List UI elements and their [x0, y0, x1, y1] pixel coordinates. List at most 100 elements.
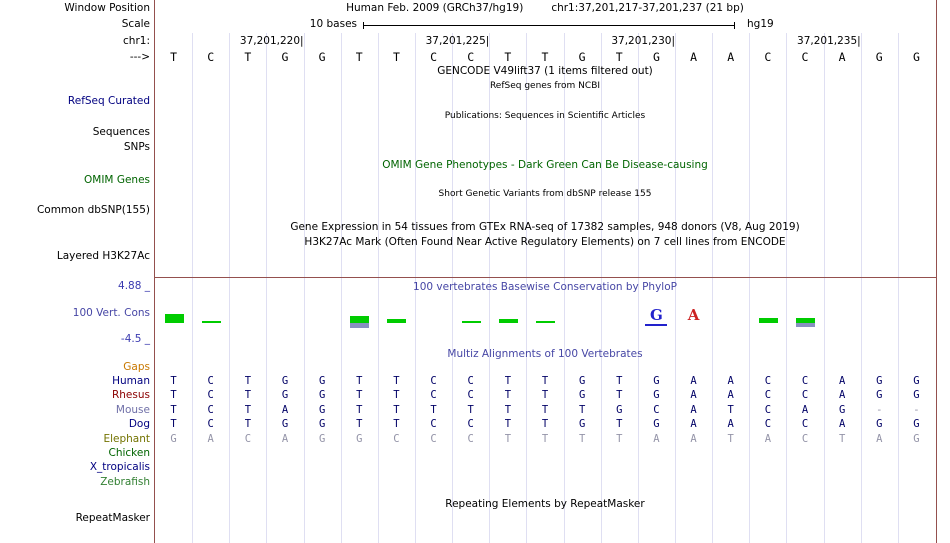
track-title-refseq[interactable]: RefSeq genes from NCBI	[489, 81, 601, 91]
alignment-base: A	[690, 432, 697, 445]
track-label-snps[interactable]: SNPs	[123, 141, 150, 153]
column-guide-line	[340, 33, 342, 543]
reference-base: A	[838, 50, 846, 64]
column-guide-line	[266, 33, 268, 543]
species-label-dog[interactable]: Dog	[128, 418, 150, 431]
reference-base: C	[207, 50, 215, 64]
position-range-text: chr1:37,201,217-37,201,237 (21 bp)	[551, 2, 744, 14]
alignment-base: T	[356, 403, 363, 416]
reference-base: G	[912, 50, 920, 64]
track-title-gencode[interactable]: GENCODE V49lift37 (1 items filtered out)	[437, 65, 653, 77]
reference-base: C	[801, 50, 809, 64]
conservation-letter: A	[687, 306, 700, 324]
alignment-base: C	[244, 432, 252, 445]
track-label-common-dbsnp[interactable]: Common dbSNP(155)	[36, 204, 150, 216]
track-title-repeatmasker[interactable]: Repeating Elements by RepeatMasker	[445, 498, 645, 510]
alignment-base: A	[801, 403, 809, 416]
alignment-base: T	[838, 432, 846, 445]
track-title-publications[interactable]: Publications: Sequences in Scientific Ar…	[444, 111, 646, 121]
conservation-bar	[461, 321, 481, 323]
conservation-max-value: 4.88 _	[118, 280, 150, 292]
alignment-base: A	[690, 403, 697, 416]
column-guide-line	[860, 33, 862, 543]
alignment-base: G	[578, 418, 586, 431]
track-title-omim[interactable]: OMIM Gene Phenotypes - Dark Green Can Be…	[382, 159, 708, 171]
track-title-h3k27ac[interactable]: H3K27Ac Mark (Often Found Near Active Re…	[304, 236, 786, 248]
alignment-base: T	[244, 375, 252, 387]
reference-base: T	[170, 50, 178, 64]
column-guide-line	[377, 33, 379, 543]
reference-base: T	[504, 50, 512, 64]
species-label-elephant[interactable]: Elephant	[103, 432, 150, 445]
ruler-tick-label: 37,201,225|	[425, 35, 490, 47]
track-title-dbsnp[interactable]: Short Genetic Variants from dbSNP releas…	[438, 189, 652, 199]
conservation-letter: G	[645, 308, 668, 326]
track-title-gtex[interactable]: Gene Expression in 54 tissues from GTEx …	[290, 221, 800, 233]
alignment-base: A	[876, 432, 883, 445]
alignment-base: T	[578, 432, 586, 445]
alignment-base: T	[467, 403, 474, 416]
alignment-base: C	[764, 418, 772, 431]
alignment-base: G	[318, 418, 326, 431]
species-label-chicken[interactable]: Chicken	[108, 447, 151, 459]
alignment-base: A	[281, 432, 289, 445]
track-label-gaps[interactable]: Gaps	[123, 361, 150, 373]
alignment-base: T	[504, 389, 512, 402]
alignment-base: G	[170, 432, 177, 445]
species-label-zebrafish[interactable]: Zebrafish	[100, 475, 150, 488]
track-label-omim-genes[interactable]: OMIM Genes	[84, 174, 150, 186]
alignment-base: C	[430, 432, 437, 445]
reference-base: A	[727, 50, 735, 64]
alignment-base: C	[764, 375, 772, 387]
alignment-base: G	[838, 403, 846, 416]
track-separator-line	[155, 277, 936, 278]
alignment-base: G	[913, 375, 920, 387]
alignment-base: C	[467, 418, 474, 431]
alignment-base: T	[244, 389, 252, 402]
species-label-human[interactable]: Human	[112, 375, 150, 387]
conservation-bar	[201, 321, 221, 323]
track-label-refseq-curated[interactable]: RefSeq Curated	[67, 95, 150, 107]
scale-bar	[363, 25, 735, 26]
alignment-base: A	[281, 403, 289, 416]
reference-base: G	[281, 50, 289, 64]
alignment-base: C	[801, 389, 809, 402]
column-guide-line	[675, 33, 676, 543]
alignment-base: T	[616, 389, 623, 402]
assembly-text: Human Feb. 2009 (GRCh37/hg19)	[346, 2, 524, 14]
track-label-layered-h3k27ac[interactable]: Layered H3K27Ac	[56, 250, 150, 262]
species-label-x_tropicalis[interactable]: X_tropicalis	[89, 461, 150, 474]
column-guide-line	[563, 33, 565, 543]
column-guide-line	[229, 33, 231, 543]
track-title-multiz[interactable]: Multiz Alignments of 100 Vertebrates	[447, 348, 643, 360]
alignment-base: C	[207, 403, 214, 416]
alignment-base: A	[653, 432, 660, 445]
species-label-rhesus[interactable]: Rhesus	[111, 389, 150, 402]
alignment-base: -	[913, 403, 920, 416]
alignment-base: C	[801, 432, 809, 445]
alignment-base: G	[876, 375, 883, 387]
conservation-bar	[796, 318, 815, 323]
track-label-100-vert-cons[interactable]: 100 Vert. Cons	[72, 307, 150, 319]
conservation-bar	[758, 318, 778, 323]
column-guide-line	[712, 33, 714, 543]
reference-base: T	[244, 50, 252, 64]
alignment-base: G	[653, 389, 660, 402]
alignment-base: G	[653, 418, 660, 431]
alignment-base: A	[207, 432, 214, 445]
species-label-mouse[interactable]: Mouse	[115, 403, 150, 416]
alignment-base: T	[393, 389, 400, 402]
track-label-repeatmasker[interactable]: RepeatMasker	[75, 512, 150, 524]
track-title-conservation[interactable]: 100 vertebrates Basewise Conservation by…	[413, 281, 677, 293]
alignment-base: G	[913, 389, 920, 402]
alignment-base: T	[170, 418, 177, 431]
alignment-base: C	[653, 403, 660, 416]
genome-tag: hg19	[747, 18, 774, 30]
alignment-base: C	[764, 403, 772, 416]
alignment-base: C	[467, 432, 474, 445]
strand-arrow-label[interactable]: --->	[129, 51, 150, 63]
column-guide-line	[823, 33, 825, 543]
track-label-sequences[interactable]: Sequences	[92, 126, 150, 138]
track-area-left-border	[154, 0, 155, 543]
